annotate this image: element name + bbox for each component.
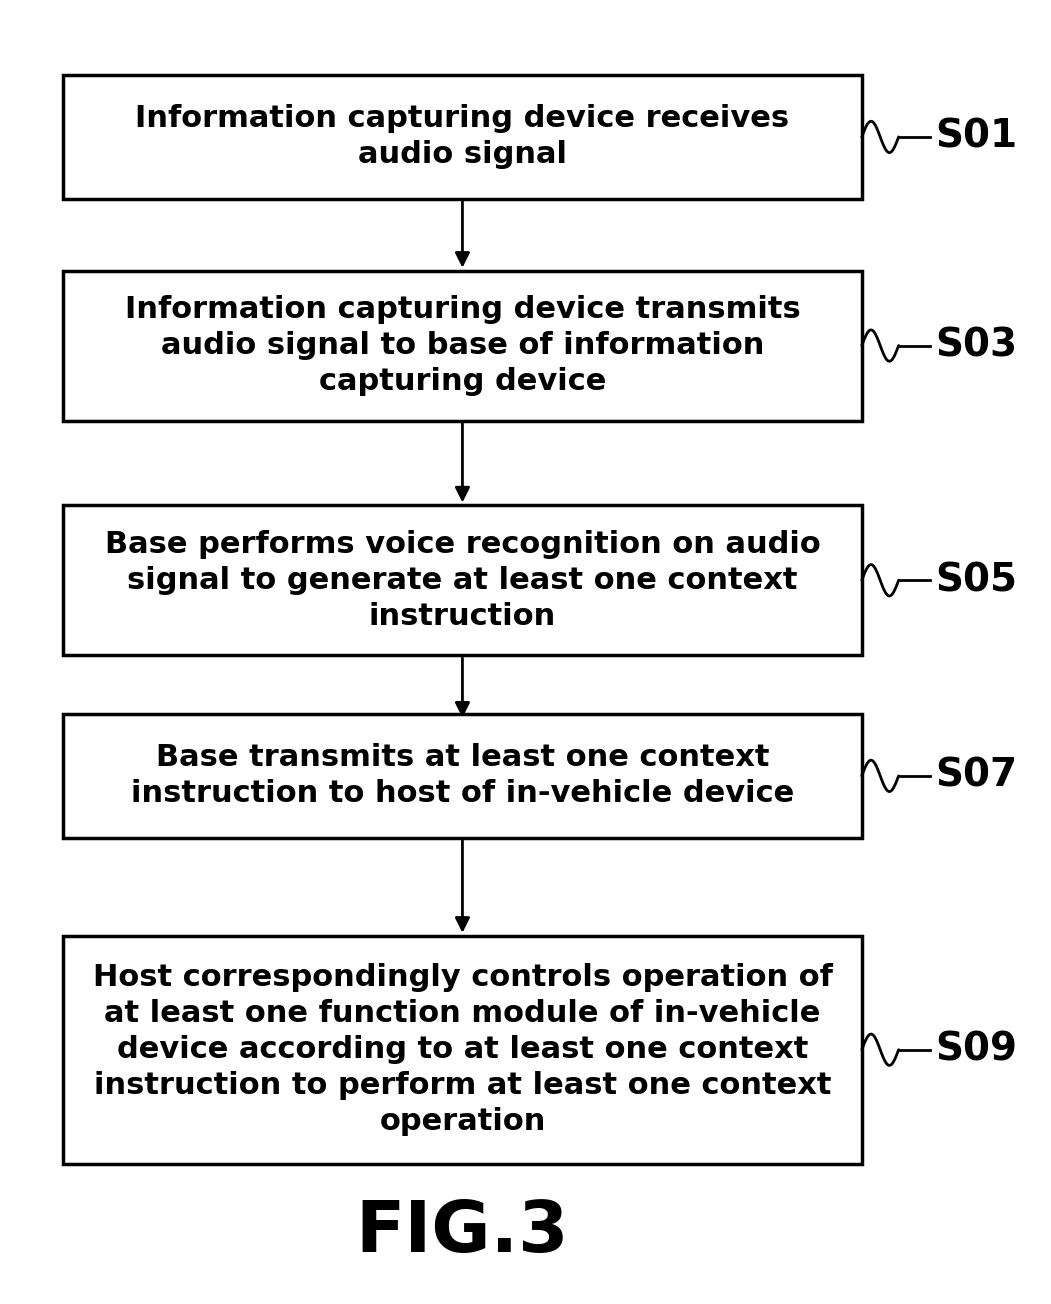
Bar: [63, 270, 862, 420]
Text: Information capturing device transmits
audio signal to base of information
captu: Information capturing device transmits a…: [125, 295, 800, 396]
Text: Base performs voice recognition on audio
signal to generate at least one context: Base performs voice recognition on audio…: [104, 529, 821, 631]
Text: Information capturing device receives
audio signal: Information capturing device receives au…: [136, 104, 789, 170]
Text: Base transmits at least one context
instruction to host of in-vehicle device: Base transmits at least one context inst…: [130, 743, 795, 808]
Text: S07: S07: [935, 756, 1017, 795]
Text: Host correspondingly controls operation of
at least one function module of in-ve: Host correspondingly controls operation …: [92, 964, 832, 1136]
Text: FIG.3: FIG.3: [355, 1198, 570, 1266]
Text: S03: S03: [935, 326, 1017, 365]
Text: S05: S05: [935, 561, 1017, 600]
Text: S09: S09: [935, 1030, 1017, 1069]
Text: S01: S01: [935, 117, 1017, 156]
Bar: [63, 74, 862, 198]
Bar: [63, 505, 862, 655]
Bar: [63, 713, 862, 837]
Bar: [63, 936, 862, 1163]
